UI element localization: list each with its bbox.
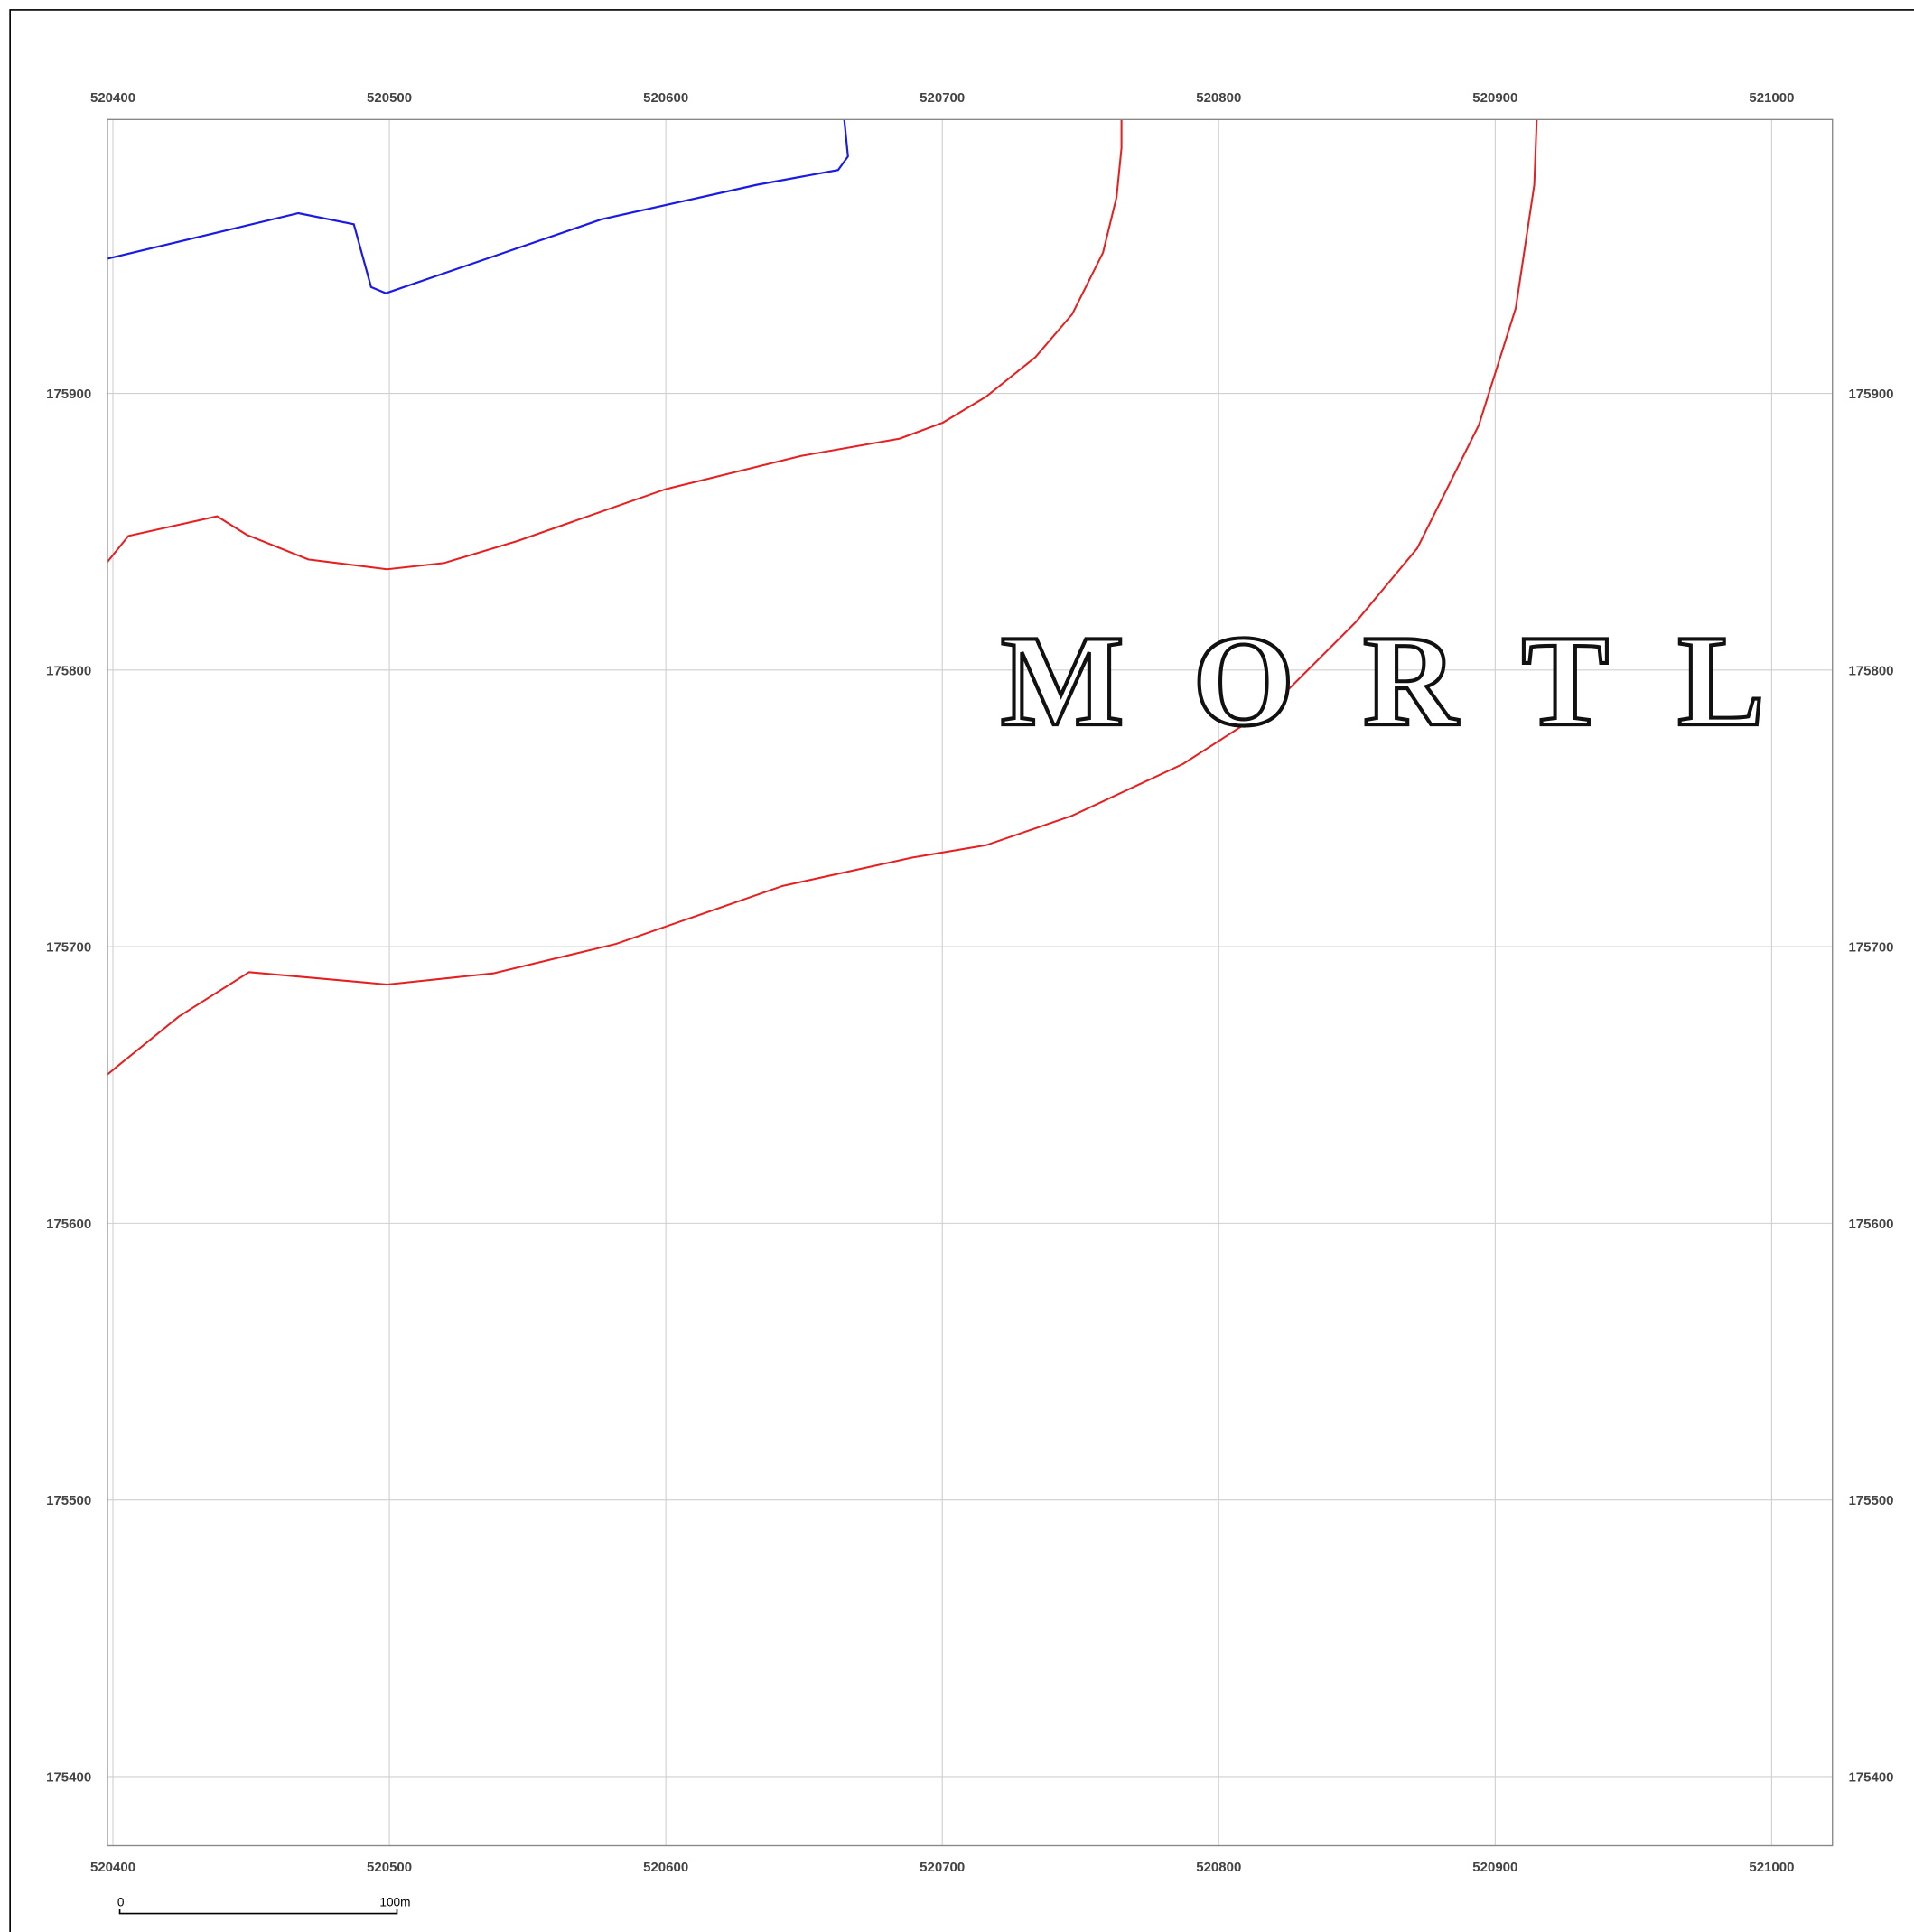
x-tick-label-top: 520400 [90,90,135,106]
y-tick-label-left: 175600 [46,1217,91,1232]
x-tick-label-top: 520800 [1196,90,1241,106]
boundary-red-inner [107,119,1123,571]
x-tick-label-top: 520600 [643,90,688,106]
x-tick-label-bottom: 520400 [90,1860,135,1875]
y-tick-label-left: 175800 [46,663,91,678]
y-tick-label-right: 175900 [1848,387,1893,402]
x-tick-label-top: 520500 [367,90,412,106]
boundary-red-outer [107,119,1538,1076]
x-tick-label-bottom: 520700 [920,1860,965,1875]
x-tick-label-bottom: 520600 [643,1860,688,1875]
y-tick-label-left: 175700 [46,940,91,956]
x-tick-label-top: 521000 [1749,90,1794,106]
x-tick-label-bottom: 520500 [367,1860,412,1875]
map-frame [107,118,1834,1847]
y-tick-label-left: 175500 [46,1493,91,1508]
x-tick-label-bottom: 520800 [1196,1860,1241,1875]
boundary-blue [107,119,849,294]
y-tick-label-right: 175600 [1848,1217,1893,1232]
scale-bar: 0 100m [117,1895,410,1915]
x-tick-label-bottom: 520900 [1472,1860,1517,1875]
y-tick-label-left: 175400 [46,1769,91,1785]
x-tick-label-bottom: 521000 [1749,1860,1794,1875]
scale-start: 0 [117,1895,125,1909]
scale-end: 100m [379,1895,410,1909]
y-tick-label-right: 175700 [1848,940,1893,956]
y-tick-label-left: 175900 [46,387,91,402]
y-tick-label-right: 175500 [1848,1493,1893,1508]
grid [107,119,1833,1846]
x-tick-label-top: 520700 [920,90,965,106]
y-tick-label-right: 175800 [1848,663,1893,678]
y-tick-label-right: 175400 [1848,1769,1893,1785]
scale-bar-line [118,1909,398,1915]
x-tick-label-top: 520900 [1472,90,1517,106]
sheet-border [9,9,1914,1932]
